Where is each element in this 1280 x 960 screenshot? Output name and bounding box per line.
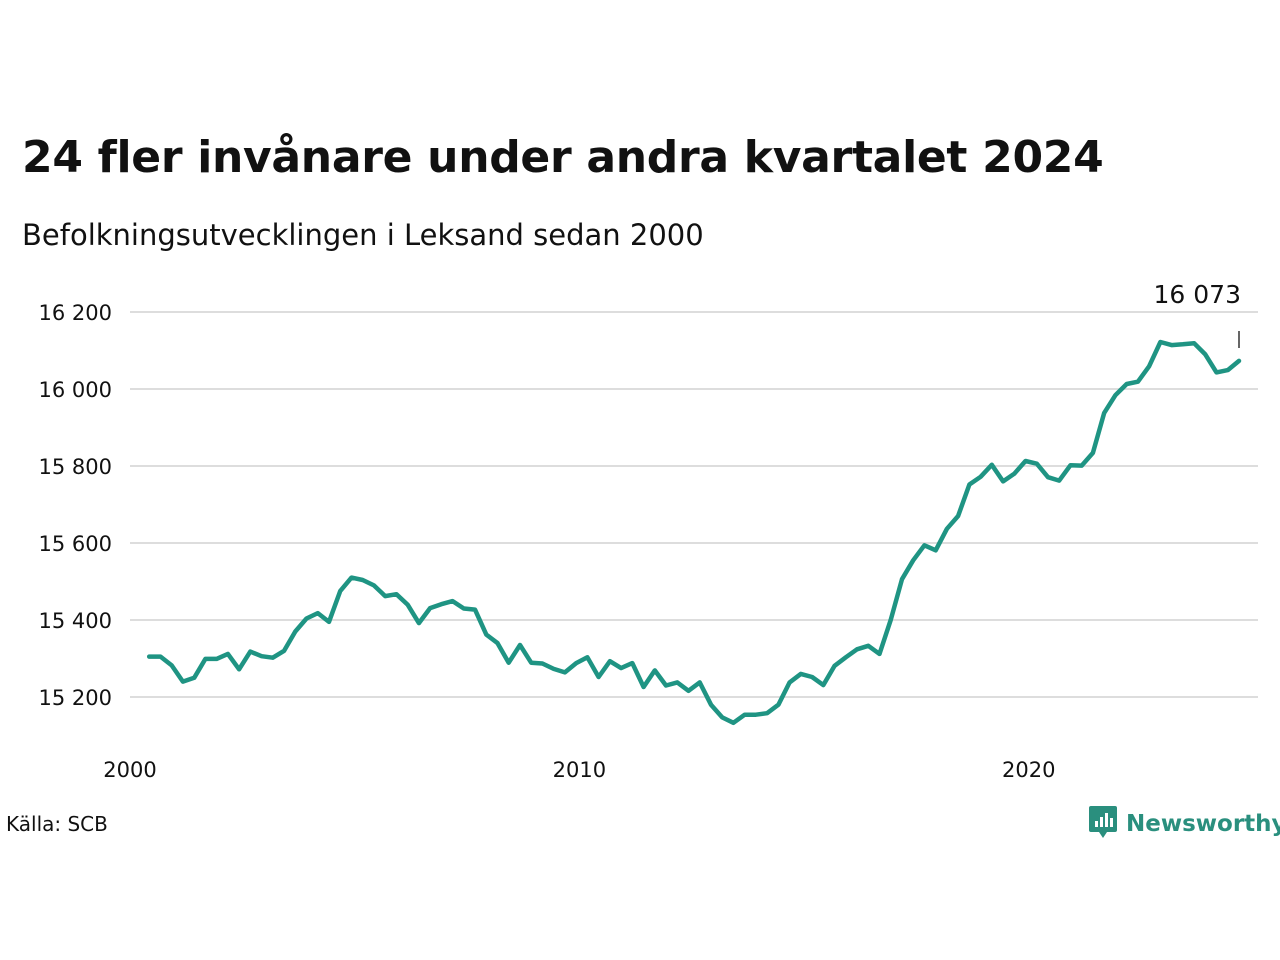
x-tick-label: 2020 [1002,758,1055,782]
y-tick-label: 16 000 [39,378,112,402]
x-tick-label: 2000 [103,758,156,782]
brand-name: Newsworthy [1126,811,1280,837]
annotation-group: 16 073 [1154,280,1241,348]
series-line [146,339,1242,726]
gridlines [130,311,1258,698]
y-tick-label: 15 200 [39,686,112,710]
newsworthy-logo-icon [1088,804,1118,844]
y-tick-label: 15 800 [39,455,112,479]
last-value-label: 16 073 [1154,280,1241,309]
source-note: Källa: SCB [6,812,108,836]
x-tick-label: 2010 [553,758,606,782]
y-tick-label: 15 400 [39,609,112,633]
chart-title: 24 fler invånare under andra kvartalet 2… [22,132,1104,183]
brand-logo[interactable]: Newsworthy [1088,804,1280,844]
y-axis-labels: 15 200 15 400 15 600 15 800 16 000 16 200 [39,301,112,710]
y-tick-label: 15 600 [39,532,112,556]
y-tick-label: 16 200 [39,301,112,325]
chart-subtitle: Befolkningsutvecklingen i Leksand sedan … [22,218,704,252]
series-group [146,339,1242,726]
x-axis-labels: 2000 2010 2020 [103,758,1055,782]
